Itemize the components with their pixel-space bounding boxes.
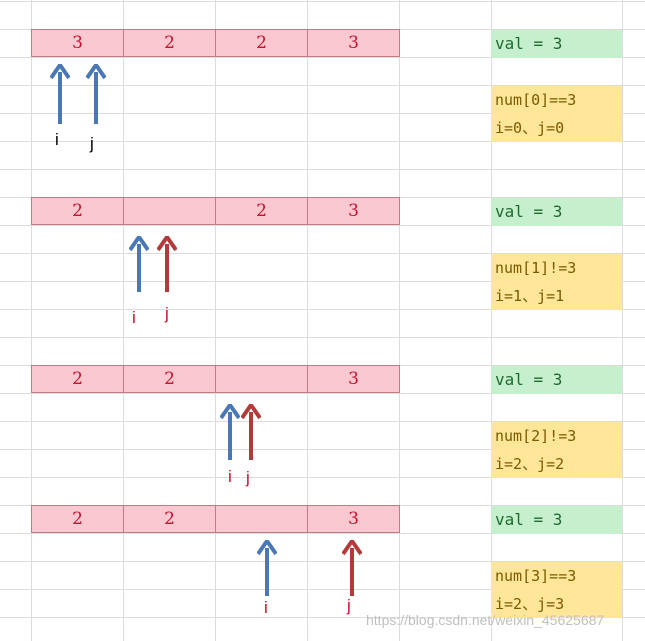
- i-pointer-arrow-icon: [220, 404, 240, 460]
- array-cell: [215, 365, 308, 393]
- array-cell: 3: [307, 365, 400, 393]
- j-pointer-arrow-icon: [86, 64, 106, 124]
- info-line: i=2、j=2: [495, 455, 565, 473]
- array-cell: 3: [31, 29, 124, 57]
- info-box: num[3]==3 i=2、j=3: [491, 562, 622, 618]
- array-cell: [215, 505, 308, 533]
- j-label: j: [246, 468, 250, 487]
- i-pointer-arrow-icon: [129, 236, 149, 292]
- watermark-text: https://blog.csdn.net/weixin_45625687: [366, 612, 605, 628]
- i-pointer-arrow-icon: [257, 540, 277, 596]
- j-label: j: [347, 596, 351, 615]
- i-pointer-arrow-icon: [50, 64, 70, 124]
- i-label: i: [264, 598, 268, 617]
- j-pointer-arrow-icon: [342, 540, 362, 596]
- array-cell: 2: [31, 505, 124, 533]
- info-box: num[0]==3 i=0、j=0: [491, 86, 622, 142]
- i-label: i: [55, 130, 59, 149]
- array-cell: 3: [307, 29, 400, 57]
- array-cell: 2: [123, 365, 216, 393]
- i-label: i: [132, 308, 136, 327]
- array-cell: 2: [215, 29, 308, 57]
- info-line: i=1、j=1: [495, 287, 565, 305]
- array-cell: 2: [123, 505, 216, 533]
- array-cell: 2: [215, 197, 308, 225]
- info-box: num[1]!=3 i=1、j=1: [491, 254, 622, 310]
- i-label: i: [228, 467, 232, 486]
- info-line: num[0]==3: [495, 91, 577, 109]
- info-line: num[3]==3: [495, 567, 577, 585]
- j-label: j: [90, 134, 94, 153]
- info-box: num[2]!=3 i=2、j=2: [491, 422, 622, 478]
- info-line: i=0、j=0: [495, 119, 565, 137]
- array-cell: [123, 197, 216, 225]
- info-line: num[2]!=3: [495, 427, 577, 445]
- info-line: num[1]!=3: [495, 259, 577, 277]
- array-cell: 2: [31, 365, 124, 393]
- array-cell: 2: [123, 29, 216, 57]
- val-box: val = 3: [491, 198, 622, 226]
- val-box: val = 3: [491, 366, 622, 394]
- j-label: j: [165, 304, 169, 323]
- array-cell: 3: [307, 197, 400, 225]
- j-pointer-arrow-icon: [157, 236, 177, 292]
- info-line: i=2、j=3: [495, 595, 565, 613]
- j-pointer-arrow-icon: [241, 404, 261, 460]
- val-box: val = 3: [491, 30, 622, 58]
- array-cell: 2: [31, 197, 124, 225]
- val-box: val = 3: [491, 506, 622, 534]
- array-cell: 3: [307, 505, 400, 533]
